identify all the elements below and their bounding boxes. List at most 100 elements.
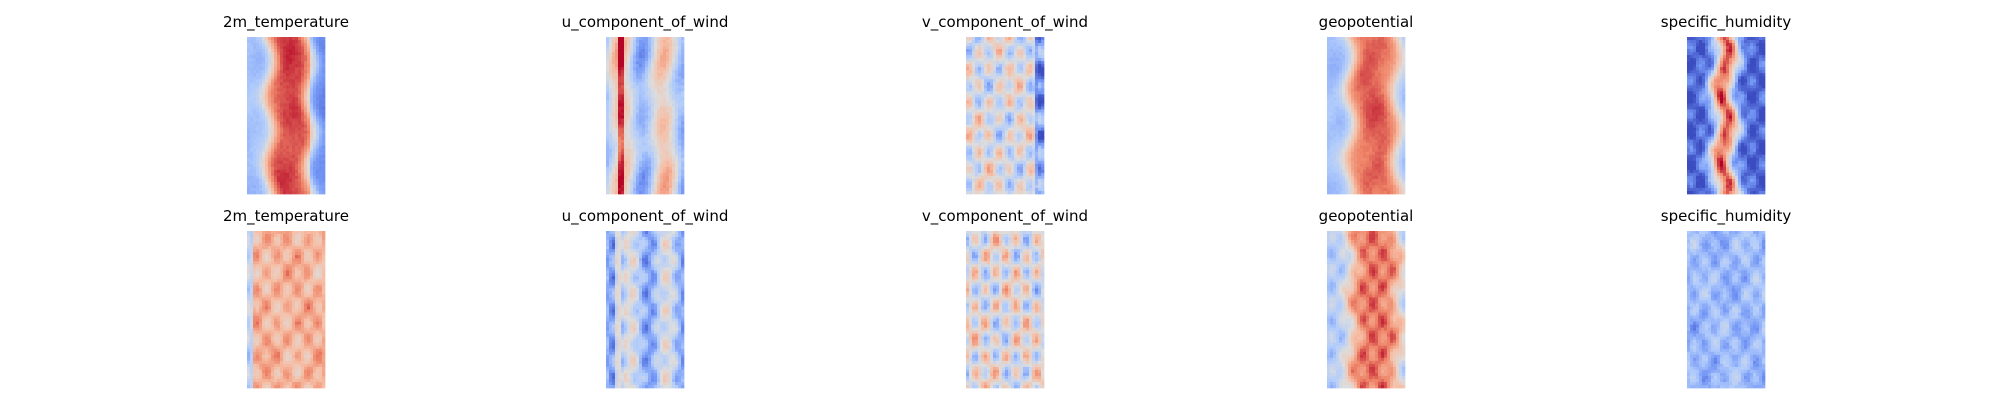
- heatmap-cell: [621, 52, 625, 56]
- heatmap-cell: [286, 70, 290, 74]
- heatmap-cell: [1378, 142, 1382, 147]
- heatmap-cell: [969, 109, 973, 113]
- heatmap-cell: [1342, 109, 1346, 113]
- heatmap-cell: [1390, 70, 1394, 74]
- heatmap-cell: [307, 115, 311, 119]
- heatmap-cell: [993, 187, 997, 192]
- heatmap-cell: [1002, 172, 1006, 177]
- heatmap-cell: [975, 103, 979, 107]
- heatmap-cell: [639, 55, 643, 59]
- heatmap-cell: [1002, 178, 1006, 183]
- heatmap-cell: [996, 94, 1000, 98]
- heatmap-cell: [966, 46, 970, 50]
- heatmap-cell: [1348, 121, 1352, 125]
- heatmap-cell: [247, 142, 251, 147]
- heatmap-cell: [1023, 181, 1027, 186]
- heatmap-cell: [648, 109, 652, 113]
- heatmap-cell: [981, 61, 985, 65]
- heatmap-cell: [256, 157, 260, 162]
- heatmap-cell: [612, 178, 616, 183]
- heatmap-cell: [606, 70, 610, 74]
- heatmap-cell: [1345, 115, 1349, 119]
- heatmap-cell: [648, 64, 652, 68]
- heatmap-cell: [1333, 76, 1337, 80]
- heatmap-cell: [307, 175, 311, 180]
- heatmap-cell: [1342, 88, 1346, 92]
- heatmap-cell: [298, 172, 302, 177]
- heatmap-cell: [277, 184, 281, 189]
- heatmap-cell: [651, 46, 655, 50]
- heatmap-cell: [310, 160, 314, 165]
- heatmap-cell: [1342, 82, 1346, 86]
- heatmap-cell: [259, 190, 263, 195]
- heatmap-cell: [1345, 70, 1349, 74]
- heatmap-cell: [1020, 58, 1024, 62]
- heatmap-cell: [612, 190, 616, 195]
- heatmap-cell: [621, 136, 625, 140]
- heatmap-cell: [1014, 40, 1018, 44]
- heatmap-cell: [633, 67, 637, 71]
- heatmap-cell: [1026, 94, 1030, 98]
- heatmap-cell: [1002, 175, 1006, 180]
- heatmap-cell: [1369, 61, 1373, 65]
- heatmap-cell: [1008, 172, 1012, 177]
- heatmap-cell: [289, 163, 293, 168]
- heatmap-cell: [1354, 109, 1358, 113]
- heatmap-cell: [1366, 49, 1370, 53]
- heatmap-cell: [1390, 43, 1394, 47]
- heatmap-cell: [289, 127, 293, 131]
- heatmap-cell: [1357, 106, 1361, 110]
- heatmap-cell: [277, 118, 281, 122]
- heatmap-cell: [990, 58, 994, 62]
- heatmap-cell: [292, 97, 296, 101]
- heatmap-cell: [262, 133, 266, 137]
- heatmap-cell: [981, 151, 985, 156]
- heatmap-cell: [1345, 91, 1349, 95]
- heatmap-cell: [1360, 121, 1364, 125]
- heatmap-cell: [1378, 100, 1382, 104]
- heatmap-cell: [681, 166, 685, 171]
- heatmap-cell: [289, 58, 293, 62]
- heatmap-cell: [999, 187, 1003, 192]
- heatmap-cell: [1014, 52, 1018, 56]
- heatmap-cell: [972, 148, 976, 153]
- heatmap-cell: [669, 76, 673, 80]
- heatmap-cell: [657, 145, 661, 150]
- heatmap-cell: [1026, 76, 1030, 80]
- heatmap-cell: [672, 118, 676, 122]
- heatmap-cell: [1396, 106, 1400, 110]
- heatmap-cell: [268, 103, 272, 107]
- heatmap-cell: [666, 151, 670, 156]
- heatmap-cell: [253, 175, 257, 180]
- heatmap-cell: [621, 70, 625, 74]
- heatmap-cell: [271, 118, 275, 122]
- heatmap-cell: [1014, 55, 1018, 59]
- heatmap-cell: [277, 100, 281, 104]
- heatmap-cell: [1014, 94, 1018, 98]
- heatmap-cell: [627, 190, 631, 195]
- heatmap-cell: [1402, 40, 1406, 44]
- heatmap-cell: [639, 97, 643, 101]
- heatmap-cell: [993, 106, 997, 110]
- heatmap-cell: [1035, 100, 1039, 104]
- heatmap-cell: [669, 85, 673, 89]
- heatmap-cell: [654, 118, 658, 122]
- heatmap-cell: [289, 175, 293, 180]
- heatmap-cell: [630, 64, 634, 68]
- heatmap-cell: [1023, 172, 1027, 177]
- heatmap-cell: [310, 163, 314, 168]
- heatmap-cell: [286, 148, 290, 153]
- heatmap-cell: [1014, 172, 1018, 177]
- heatmap-cell: [642, 130, 646, 134]
- heatmap-cell: [999, 172, 1003, 177]
- heatmap-cell: [1038, 136, 1042, 140]
- heatmap-cell: [678, 112, 682, 116]
- heatmap-cell: [648, 55, 652, 59]
- heatmap-cell: [1348, 133, 1352, 137]
- heatmap-cell: [624, 94, 628, 98]
- heatmap-cell: [1333, 109, 1337, 113]
- heatmap-cell: [1029, 124, 1033, 128]
- heatmap-cell: [663, 52, 667, 56]
- heatmap-cell: [271, 106, 275, 110]
- heatmap-cell: [1357, 115, 1361, 119]
